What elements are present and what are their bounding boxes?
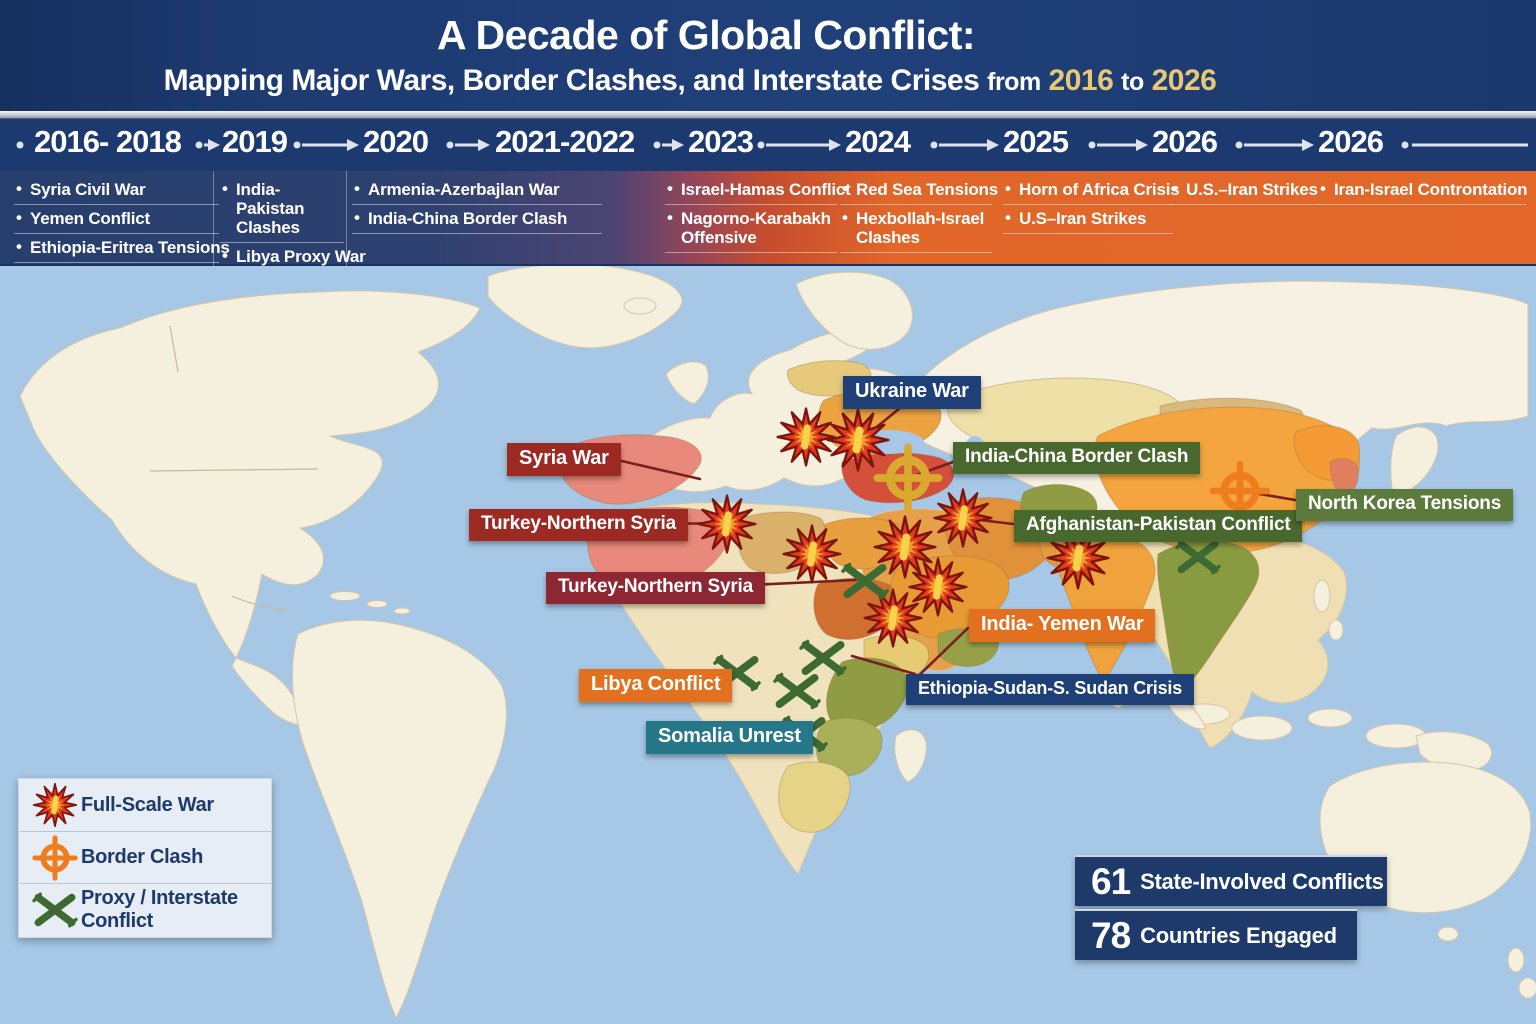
timeline-years-row: 2016- 2018 2019 2020 2021-2022 2023 2024…	[0, 119, 1536, 171]
subtitle-year-start: 2016	[1048, 64, 1114, 97]
timeline-item: Iran-Israel Controntation	[1318, 177, 1528, 206]
year-2023: 2023	[688, 124, 754, 159]
crossed-rifles-icon	[843, 565, 887, 598]
subtitle-main: Mapping Major Wars, Border Clashes, and …	[163, 64, 980, 97]
timeline-column-2026-a: U.S.–Iran Strikes	[1170, 177, 1320, 206]
year-2021-2022: 2021-2022	[495, 124, 635, 159]
subtitle-year-end: 2026	[1151, 64, 1217, 97]
year-2019: 2019	[222, 124, 288, 159]
year-2025: 2025	[1003, 124, 1069, 159]
timeline-item: Armenia-Azerbajlan War	[352, 177, 602, 206]
divider-rule	[0, 111, 1536, 119]
timeline-column-2020: Armenia-Azerbajlan War India-China Borde…	[352, 177, 602, 235]
subtitle-to: to	[1121, 68, 1144, 96]
timeline-connectors	[16, 139, 1528, 151]
map-label-india-yemen-war: India- Yemen War	[969, 609, 1156, 642]
timeline-item: Nagorno-Karabakh Offensive	[665, 206, 837, 254]
year-2026-a: 2026	[1152, 124, 1218, 159]
map-label-afghanistan-pakistan-conflict: Afghanistan-Pakistan Conflict	[1014, 510, 1303, 542]
legend-row-full-scale-war: Full-Scale War	[19, 779, 271, 831]
year-2024: 2024	[845, 124, 911, 159]
map-label-syria-war: Syria War	[507, 443, 621, 476]
stat-label: State-Involved Conflicts	[1140, 868, 1384, 894]
stat-value: 61	[1091, 860, 1131, 902]
column-divider	[213, 171, 214, 266]
war-burst-icon	[863, 588, 923, 648]
legend-label: Border Clash	[81, 846, 203, 868]
war-burst-icon	[826, 408, 890, 472]
war-burst-icon	[782, 524, 842, 584]
timeline-item: Red Sea Tensions	[840, 177, 998, 206]
crossed-rifles-icon	[775, 675, 819, 708]
timeline-column-2019: India-Pakistan Clashes Libya Proxy War	[220, 177, 366, 273]
map-label-ethiopia-sudan-crisis: Ethiopia-Sudan-S. Sudan Crisis	[906, 674, 1195, 705]
legend-row-proxy-conflict: Proxy / Interstate Conflict	[19, 883, 271, 935]
timeline-item: Ethiopia-Eritrea Tensions	[14, 235, 230, 264]
crossed-rifles-icon	[801, 642, 845, 675]
stat-label: Countries Engaged	[1140, 922, 1337, 948]
stat-value: 78	[1091, 914, 1131, 956]
stat-countries-engaged: 78 Countries Engaged	[1075, 909, 1357, 960]
crossed-rifles-icon	[1177, 541, 1219, 573]
timeline-item: Syria Civil War	[14, 177, 219, 206]
border-clash-target-icon	[877, 447, 938, 508]
legend-panel: Full-Scale War Border Clash Proxy / Inte…	[18, 778, 272, 938]
page-title: A Decade of Global Conflict:	[436, 12, 976, 58]
timeline-column-2024: Red Sea Tensions Hexbollah-Israel Clashe…	[840, 177, 998, 254]
timeline-items-band: Syria Civil War Yemen Conflict Ethiopia-…	[0, 171, 1536, 273]
legend-label: Proxy / Interstate Conflict	[81, 886, 238, 932]
timeline-item: U.S–Iran Strikes	[1003, 206, 1173, 235]
war-burst-icon	[697, 494, 757, 554]
timeline-column-2023: Israel-Hamas Conflict Nagorno-Karabakh O…	[665, 177, 851, 254]
map-label-turkey-northern-syria-2: Turkey-Northern Syria	[546, 572, 766, 604]
column-divider	[346, 171, 347, 266]
timeline-item: Israel-Hamas Conflict	[665, 177, 851, 206]
timeline-column-2016-2018: Syria Civil War Yemen Conflict Ethiopia-…	[14, 177, 230, 264]
timeline-item: U.S.–Iran Strikes	[1170, 177, 1320, 206]
header-banner: A Decade of Global Conflict: Mapping Maj…	[0, 0, 1536, 112]
map-label-turkey-northern-syria-1: Turkey-Northern Syria	[469, 509, 689, 541]
timeline-item: India-Pakistan Clashes	[220, 177, 344, 244]
war-burst-icon	[776, 407, 836, 467]
year-2020: 2020	[363, 124, 429, 159]
map-label-india-china-border-clash: India-China Border Clash	[953, 442, 1201, 474]
map-label-ukraine-war: Ukraine War	[843, 376, 981, 409]
legend-row-border-clash: Border Clash	[19, 831, 271, 883]
timeline-column-2025: Horn of Africa Crisis U.S–Iran Strikes	[1003, 177, 1180, 235]
map-label-somalia-unrest: Somalia Unrest	[646, 721, 813, 754]
timeline-column-2026-b: Iran-Israel Controntation	[1318, 177, 1528, 206]
subtitle-from: from	[987, 68, 1041, 96]
border-clash-target-icon	[29, 835, 81, 881]
timeline-item: Horn of Africa Crisis	[1003, 177, 1180, 206]
crossed-rifles-icon	[29, 887, 81, 933]
map-label-north-korea-tensions: North Korea Tensions	[1296, 489, 1514, 521]
stat-state-involved-conflicts: 61 State-Involved Conflicts	[1075, 855, 1387, 906]
year-2016-2018: 2016- 2018	[34, 124, 182, 159]
legend-label: Full-Scale War	[81, 793, 214, 816]
timeline-item: India-China Border Clash	[352, 206, 602, 235]
timeline-item: Yemen Conflict	[14, 206, 219, 235]
world-map: Ukraine War Syria War Turkey-Northern Sy…	[0, 266, 1536, 1024]
year-2026-b: 2026	[1318, 124, 1384, 159]
page-subtitle: Mapping Major Wars, Border Clashes, and …	[0, 64, 1458, 98]
map-label-libya-conflict: Libya Conflict	[579, 669, 733, 702]
timeline-item: Hexbollah-Israel Clashes	[840, 206, 992, 254]
war-burst-icon	[933, 488, 993, 548]
war-burst-icon	[32, 782, 78, 828]
